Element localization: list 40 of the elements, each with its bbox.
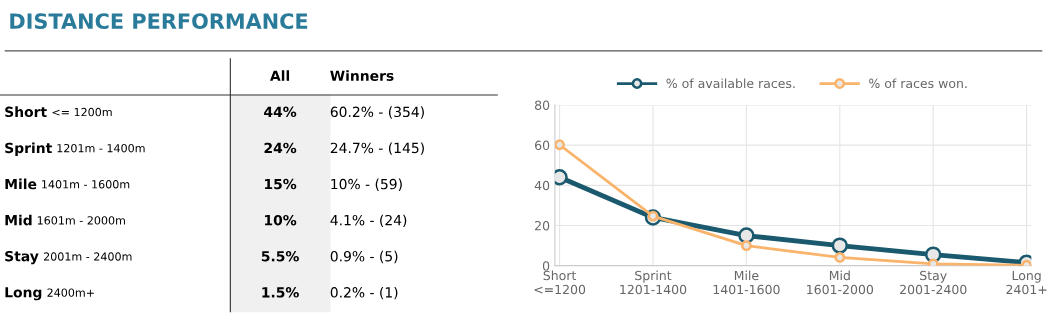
x-tick-label: Mid 1601-2000 — [807, 270, 874, 295]
text: DISTANCE PERFORMANCE — [10, 13, 308, 29]
text: 1401m - 1600m — [42, 180, 130, 189]
x-tick-label: Stay 2001-2400 — [900, 270, 967, 295]
x-tick-label: Long 2401+ — [1006, 270, 1047, 295]
y-tick-label: 60 — [535, 140, 550, 151]
text: Short — [5, 106, 47, 118]
text: 15% — [265, 178, 297, 190]
text: 5.5% — [261, 251, 299, 262]
text: 4.1% - (24) — [330, 214, 407, 228]
text: 24% — [264, 142, 297, 154]
text: 24.7% - (145) — [330, 142, 424, 155]
x-tick-label: Sprint 1201-1400 — [620, 270, 687, 295]
text: 1.5% — [262, 287, 299, 298]
text: 2001m - 2400m — [43, 252, 132, 261]
y-tick-label: 80 — [534, 100, 550, 110]
text: 0.9% - (5) — [330, 250, 398, 264]
text: 10% - (59) — [331, 178, 402, 191]
text: Sprint — [5, 142, 52, 156]
text: 0.2% - (1) — [330, 286, 398, 300]
text: Winners — [330, 70, 394, 81]
text: 44% — [264, 106, 297, 118]
text: 1201m - 1400m — [57, 143, 145, 153]
text: Mile — [5, 178, 37, 190]
text: 60.2% - (354) — [330, 106, 424, 119]
text: <= 1200m — [52, 107, 112, 117]
y-tick-label: 20 — [535, 220, 550, 231]
y-tick-label: 40 — [534, 180, 550, 191]
text: Stay — [5, 250, 39, 265]
x-tick-label: Mile 1401-1600 — [713, 270, 780, 295]
text: Mid — [5, 214, 32, 226]
y-tick-label: 0 — [542, 261, 550, 271]
legend-label: % of available races. — [666, 78, 795, 89]
x-tick-label: Short <=1200 — [534, 270, 586, 295]
legend-label: % of races won. — [869, 78, 967, 89]
text: 10% — [265, 214, 297, 226]
text: Long — [5, 287, 42, 301]
text: 1601m - 2000m — [37, 216, 125, 225]
text: All — [270, 70, 290, 81]
text: 2400m+ — [47, 288, 94, 297]
